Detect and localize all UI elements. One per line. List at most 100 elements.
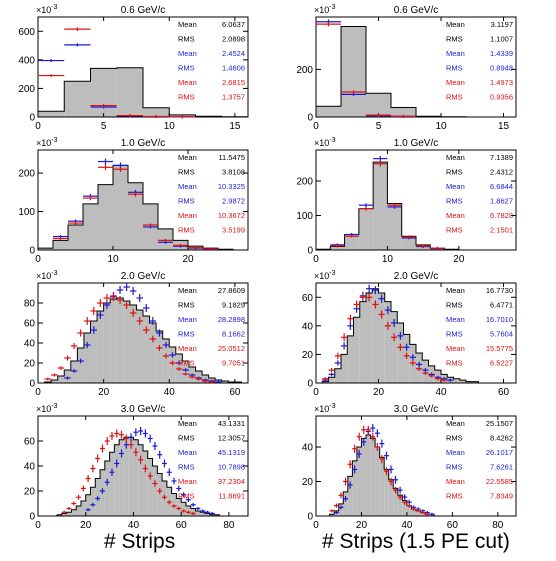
histogram-bar [361,438,366,516]
blue-data-point [383,451,389,460]
stats-value: 2.0898 [222,35,245,44]
blue-data-point [181,492,187,498]
histogram-bar [391,311,398,383]
histogram-bar [64,81,91,117]
x-tick-label: 0 [313,121,319,132]
red-data-point [128,191,143,197]
red-data-point [322,377,329,381]
blue-data-point [200,509,206,513]
panel-title: 1.0 GeV/c [121,138,165,149]
histogram-bar [214,514,220,516]
red-data-point [38,74,65,78]
red-data-point [90,464,96,473]
histogram-outline [316,288,516,384]
y-axis-exponent-power: -3 [51,403,57,410]
histogram-bar [341,354,348,383]
red-data-point [401,235,416,239]
stats-label: Mean [178,20,197,29]
red-data-point [343,477,349,486]
stats-label: Mean [178,49,197,58]
stats-value: 1.8627 [490,197,513,206]
red-data-point [182,372,189,376]
stats-label: RMS [178,168,195,177]
histogram-bar [388,479,394,516]
y-tick-label: 200 [296,65,313,76]
red-data-point [420,511,426,515]
red-data-point [370,432,376,441]
stats-value: 2.4312 [490,168,513,177]
histogram-panel-2: 0 5 10 15 0 200 ×10-3 0.6 GeV/c Mean 3.1197 RMS 1.1… [296,4,517,132]
red-data-point [85,475,91,482]
x-tick-label: 10 [164,121,176,132]
red-data-point [329,509,335,513]
histogram-bar [322,381,329,383]
stats-label: Mean [446,78,465,87]
blue-data-point [347,481,353,489]
blue-data-point [215,380,222,384]
red-data-point [330,244,345,248]
y-tick-label: 40 [302,321,314,332]
y-tick-label: 40 [302,443,314,454]
stats-label: Mean [178,344,197,353]
x-tick-label: 0 [313,520,319,531]
histogram-bar [68,225,83,250]
y-axis-exponent-power: -3 [51,4,57,11]
histogram-bar [128,437,134,516]
stats-value: 25.1507 [486,419,513,428]
blue-data-point [379,439,385,448]
stats-label: RMS [178,359,195,368]
stats-value: 12.3057 [218,434,245,443]
y-tick-label: 20 [302,350,314,361]
red-data-point [116,296,124,304]
stats-label: RMS [178,93,195,102]
panel-title: 2.0 GeV/c [394,271,438,282]
y-axis-exponent-power: -3 [51,270,57,277]
histogram-panel-8: 0 20 40 60 80 0 20 40 ×10-3 3.0 GeV/c Mean 25.1507 R… [302,403,517,531]
stats-label: RMS [446,359,463,368]
red-data-point [171,504,177,508]
histogram-bar [113,165,128,250]
plot-frame [37,282,249,384]
red-data-point [51,373,58,377]
plot-frame [315,149,517,251]
panel-title: 0.6 GeV/c [121,5,165,16]
x-axis-title-right: # Strips (1.5 PE cut) [322,530,510,553]
blue-data-point [429,512,435,516]
red-data-point [95,454,101,463]
stats-value: 1.1007 [490,35,513,44]
red-data-point [334,352,341,359]
red-data-point [347,460,353,469]
red-data-point [397,343,404,351]
blue-data-point [409,354,416,361]
stats-value: 43.1331 [218,419,245,428]
histogram-bar [147,458,153,516]
histogram-bar [98,184,113,250]
stats-value: 0.9356 [490,93,513,102]
stats-label: Mean [178,286,197,295]
blue-data-point [393,475,399,484]
blue-data-point [90,502,96,507]
red-data-point [152,480,158,487]
stats-label: Mean [446,419,465,428]
histogram-bar [397,323,404,383]
stats-value: 26.1017 [486,448,513,457]
y-tick-label: 0 [29,113,35,124]
stats-label: Mean [178,211,197,220]
x-tick-label: 20 [80,520,92,531]
y-tick-label: 80 [24,299,36,310]
y-axis-exponent-power: -3 [329,137,335,144]
histogram-bar [181,502,186,516]
red-data-point [44,377,52,381]
red-data-point [430,246,445,250]
red-data-point [416,244,431,248]
stats-label: RMS [446,434,463,443]
red-data-point [397,494,403,500]
blue-data-point [366,284,373,293]
histogram-bar [366,293,373,383]
red-data-point [77,329,84,337]
y-axis-exponent-label: ×10-3 [36,4,58,15]
y-tick-label: 200 [18,169,35,180]
histogram-bar [116,298,124,383]
stats-label: Mean [178,153,197,162]
histogram-bar [378,293,385,383]
